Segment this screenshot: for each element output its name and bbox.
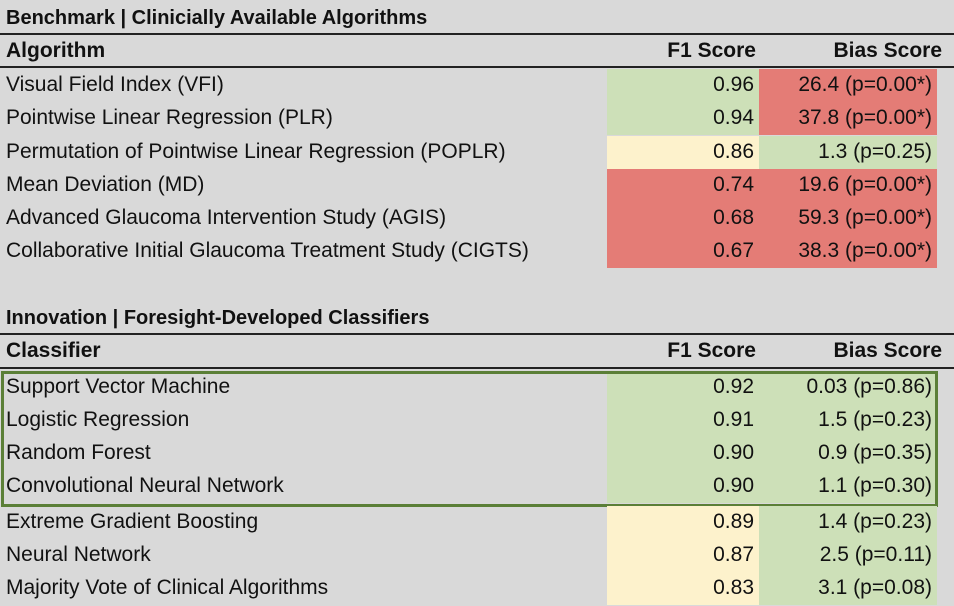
algorithm-name: Mean Deviation (MD) (6, 173, 205, 196)
bias-cell: 1.5 (p=0.23) (759, 404, 937, 437)
bias-cell: 26.4 (p=0.00*) (759, 69, 937, 102)
f1-cell: 0.94 (607, 102, 759, 135)
bias-cell: 1.4 (p=0.23) (759, 506, 937, 539)
table-row: Neural Network 0.87 2.5 (p=0.11) (0, 539, 954, 572)
f1-cell: 0.90 (607, 437, 759, 470)
benchmark-header-row: Algorithm F1 Score Bias Score (0, 36, 954, 66)
classifier-name: Majority Vote of Clinical Algorithms (6, 576, 329, 599)
algorithm-name: Advanced Glaucoma Intervention Study (AG… (6, 206, 447, 229)
f1-cell: 0.89 (607, 506, 759, 539)
f1-cell: 0.87 (607, 539, 759, 572)
col-bias-score: Bias Score (833, 339, 942, 362)
bias-cell: 0.9 (p=0.35) (759, 437, 937, 470)
classifier-name: Extreme Gradient Boosting (6, 510, 259, 533)
divider (0, 33, 954, 35)
bias-cell: 38.3 (p=0.00*) (759, 235, 937, 268)
benchmark-title: Benchmark | Clinicially Available Algori… (6, 7, 428, 29)
innovation-header-row: Classifier F1 Score Bias Score (0, 336, 954, 366)
table-row: Collaborative Initial Glaucoma Treatment… (0, 235, 954, 268)
algorithm-name: Permutation of Pointwise Linear Regressi… (6, 140, 506, 163)
table-row: Advanced Glaucoma Intervention Study (AG… (0, 202, 954, 235)
f1-cell: 0.83 (607, 572, 759, 605)
algorithm-name: Visual Field Index (VFI) (6, 73, 224, 96)
algorithm-name: Pointwise Linear Regression (PLR) (6, 106, 333, 129)
col-algorithm: Algorithm (6, 39, 106, 62)
f1-cell: 0.68 (607, 202, 759, 235)
bias-cell: 59.3 (p=0.00*) (759, 202, 937, 235)
classifier-name: Logistic Regression (6, 408, 190, 431)
bias-cell: 37.8 (p=0.00*) (759, 102, 937, 135)
col-f1-score: F1 Score (667, 339, 756, 362)
divider (0, 367, 954, 369)
col-f1-score: F1 Score (667, 39, 756, 62)
table-row: Pointwise Linear Regression (PLR) 0.94 3… (0, 102, 954, 135)
divider (0, 66, 954, 68)
col-bias-score: Bias Score (833, 39, 942, 62)
f1-cell: 0.92 (607, 371, 759, 404)
f1-cell: 0.67 (607, 235, 759, 268)
classifier-name: Random Forest (6, 441, 151, 464)
table-row: Support Vector Machine 0.92 0.03 (p=0.86… (0, 371, 954, 404)
algorithm-name: Collaborative Initial Glaucoma Treatment… (6, 239, 529, 262)
divider (0, 333, 954, 335)
bias-cell: 1.1 (p=0.30) (759, 470, 937, 503)
f1-cell: 0.96 (607, 69, 759, 102)
table-row: Convolutional Neural Network 0.90 1.1 (p… (0, 470, 954, 503)
classifier-name: Neural Network (6, 543, 151, 566)
bias-cell: 2.5 (p=0.11) (759, 539, 937, 572)
classifier-name: Support Vector Machine (6, 375, 231, 398)
table-row: Random Forest 0.90 0.9 (p=0.35) (0, 437, 954, 470)
classifier-name: Convolutional Neural Network (6, 474, 284, 497)
col-classifier: Classifier (6, 339, 101, 362)
bias-cell: 19.6 (p=0.00*) (759, 169, 937, 202)
f1-cell: 0.86 (607, 136, 759, 169)
bias-cell: 3.1 (p=0.08) (759, 572, 937, 605)
table-row: Mean Deviation (MD) 0.74 19.6 (p=0.00*) (0, 169, 954, 202)
bias-cell: 1.3 (p=0.25) (759, 136, 937, 169)
bias-cell: 0.03 (p=0.86) (759, 371, 937, 404)
table-row: Visual Field Index (VFI) 0.96 26.4 (p=0.… (0, 69, 954, 102)
top-classifiers-highlight (1, 371, 938, 507)
f1-cell: 0.90 (607, 470, 759, 503)
table-row: Majority Vote of Clinical Algorithms 0.8… (0, 572, 954, 605)
f1-cell: 0.91 (607, 404, 759, 437)
table-row: Logistic Regression 0.91 1.5 (p=0.23) (0, 404, 954, 437)
table-row: Permutation of Pointwise Linear Regressi… (0, 136, 954, 169)
table-row: Extreme Gradient Boosting 0.89 1.4 (p=0.… (0, 506, 954, 539)
innovation-title: Innovation | Foresight-Developed Classif… (6, 307, 430, 329)
f1-cell: 0.74 (607, 169, 759, 202)
